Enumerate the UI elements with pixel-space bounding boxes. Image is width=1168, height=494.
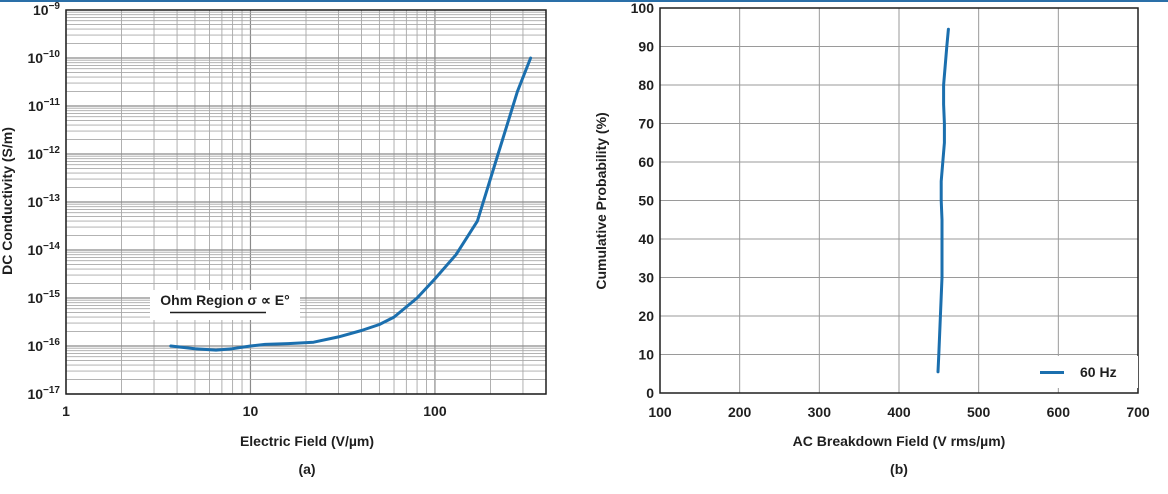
chart-b-x-tick-label: 500 bbox=[967, 404, 991, 420]
chart-b-series-line bbox=[936, 27, 950, 374]
chart-a-x-label: Electric Field (V/µm) bbox=[240, 433, 374, 449]
chart-a-y-tick-label: 10−9 bbox=[33, 1, 60, 18]
chart-a-y-tick-label: 10−10 bbox=[27, 49, 60, 66]
chart-b-x-tick-label: 600 bbox=[1047, 404, 1071, 420]
chart-a-series bbox=[169, 56, 533, 352]
chart-b-x-tick-label: 300 bbox=[808, 404, 832, 420]
chart-a-y-tick-label: 10−12 bbox=[27, 145, 60, 162]
legend-label-60hz: 60 Hz bbox=[1080, 364, 1117, 380]
chart-a-panel-label: (a) bbox=[298, 461, 315, 477]
chart-b-x-label: AC Breakdown Field (V rms/µm) bbox=[793, 433, 1006, 449]
chart-b-y-tick-label: 0 bbox=[646, 385, 654, 401]
chart-b-grid bbox=[659, 7, 1139, 394]
chart-b-y-tick-label: 60 bbox=[638, 154, 654, 170]
chart-b-y-tick-label: 50 bbox=[638, 193, 654, 209]
chart-a: Ohm Region σ ∝ E° 10−910−1010−1110−1210−… bbox=[0, 1, 547, 477]
chart-b-y-tick-label: 70 bbox=[638, 116, 654, 132]
chart-a-y-tick-label: 10−15 bbox=[27, 289, 60, 306]
chart-b-y-tick-label: 100 bbox=[631, 0, 655, 16]
chart-a-y-tick-label: 10−17 bbox=[27, 385, 60, 402]
chart-a-x-tick-label: 1 bbox=[62, 403, 70, 419]
top-accent-line bbox=[0, 0, 1168, 2]
chart-b-y-tick-label: 30 bbox=[638, 270, 654, 286]
chart-b-y-tick-label: 20 bbox=[638, 308, 654, 324]
chart-b-x-tick-label: 100 bbox=[648, 404, 672, 420]
chart-b-y-tick-label: 10 bbox=[638, 347, 654, 363]
chart-a-y-tick-label: 10−16 bbox=[27, 337, 60, 354]
chart-b-panel-label: (b) bbox=[890, 461, 908, 477]
chart-b-x-ticks: 100 200 300 400 500 600 700 bbox=[648, 404, 1150, 420]
chart-a-series-line bbox=[169, 56, 533, 352]
chart-a-frame bbox=[65, 9, 547, 395]
chart-a-y-tick-label: 10−14 bbox=[27, 241, 60, 258]
chart-a-y-tick-label: 10−13 bbox=[27, 193, 60, 210]
chart-a-x-tick-label: 100 bbox=[423, 403, 447, 419]
chart-b-x-tick-label: 200 bbox=[728, 404, 752, 420]
chart-b-frame bbox=[659, 7, 1139, 394]
annotation-ohm-region: Ohm Region σ ∝ E° bbox=[160, 292, 289, 308]
chart-a-y-ticks: 10−9 10−10 10−11 10−12 10−13 10−14 10−15 10−16 1… bbox=[27, 1, 60, 402]
chart-b-x-tick-label: 700 bbox=[1126, 404, 1150, 420]
chart-a-y-tick-label: 10−11 bbox=[28, 97, 60, 114]
chart-b-y-tick-label: 40 bbox=[638, 231, 654, 247]
chart-b-y-tick-label: 80 bbox=[638, 77, 654, 93]
chart-a-x-tick-label: 10 bbox=[243, 403, 259, 419]
chart-a-x-ticks: 1 10 100 bbox=[62, 403, 447, 419]
chart-b-y-ticks: 0 10 20 30 40 50 60 70 80 90 100 bbox=[631, 0, 655, 401]
chart-a-y-label: DC Conductivity (S/m) bbox=[0, 127, 15, 275]
chart-b-y-label: Cumulative Probability (%) bbox=[593, 112, 609, 289]
chart-b-y-tick-label: 90 bbox=[638, 39, 654, 55]
chart-b-series bbox=[936, 27, 950, 374]
chart-b-legend: 60 Hz bbox=[1028, 356, 1138, 388]
chart-a-annotation: Ohm Region σ ∝ E° bbox=[150, 290, 300, 320]
annotation-background bbox=[150, 290, 300, 320]
chart-b-x-tick-label: 400 bbox=[887, 404, 911, 420]
